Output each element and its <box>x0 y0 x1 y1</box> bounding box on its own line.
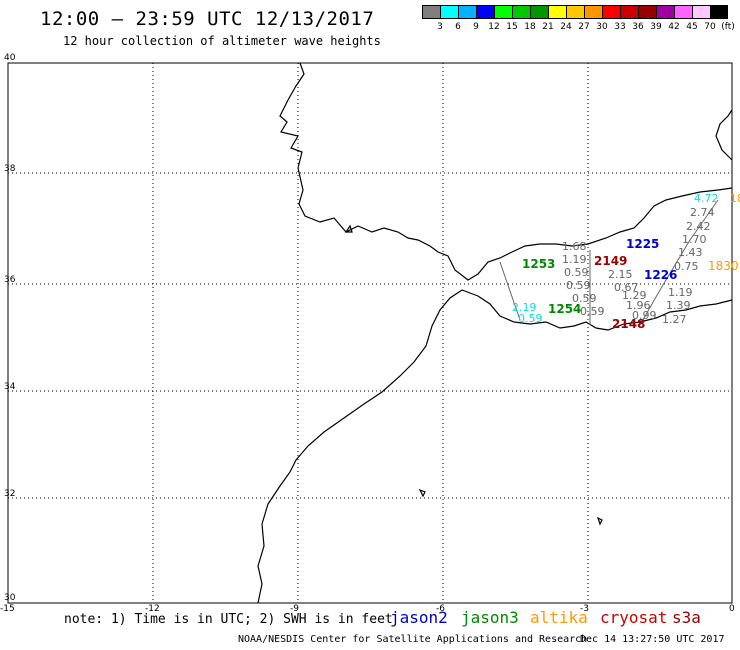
mission-s3a: s3a <box>672 608 701 627</box>
track-label: 1225 <box>626 237 659 251</box>
colorbar-label: 30 <box>596 22 608 32</box>
colorbar-swatch <box>440 5 458 19</box>
colorbar-label: 24 <box>560 22 572 32</box>
track-label: 2.19 <box>512 301 537 314</box>
mission-altika: altika <box>530 608 588 627</box>
track-label: 1.68 <box>562 240 587 253</box>
track-label: 0.59 <box>580 305 605 318</box>
colorbar-swatch <box>710 5 728 19</box>
track-label: 18 <box>730 192 740 205</box>
colorbar-label: 18 <box>524 22 536 32</box>
coastline <box>257 62 733 604</box>
lat-label-30: 30 <box>4 593 16 603</box>
track-label: 2.42 <box>686 220 711 233</box>
colorbar-label: (ft) <box>721 22 735 32</box>
colorbar-swatch <box>548 5 566 19</box>
track-label: 1.19 <box>668 286 693 299</box>
track-label: 2.74 <box>690 206 715 219</box>
colorbar-swatch <box>656 5 674 19</box>
map-subtitle: 12 hour collection of altimeter wave hei… <box>63 34 381 48</box>
colorbar-label: 42 <box>668 22 680 32</box>
lat-label-40: 40 <box>4 53 16 63</box>
track-label: 0.59 <box>564 266 589 279</box>
colorbar-swatch <box>476 5 494 19</box>
colorbar-swatch <box>620 5 638 19</box>
track-label: 1830 <box>708 259 739 273</box>
track-label: 1.96 <box>626 299 651 312</box>
track-label: 1.19 <box>562 253 587 266</box>
track-label: 1.27 <box>662 313 687 326</box>
colorbar-label: 33 <box>614 22 626 32</box>
lon-label-0: 0 <box>729 604 735 614</box>
colorbar-swatch <box>494 5 512 19</box>
track-label: 1.43 <box>678 246 703 259</box>
colorbar-label: 3 <box>437 22 443 32</box>
track-label: 4.72 <box>694 192 719 205</box>
colorbar-swatch <box>512 5 530 19</box>
colorbar-swatch <box>602 5 620 19</box>
generated-timestamp: Dec 14 13:27:50 UTC 2017 <box>580 634 725 645</box>
colorbar-label: 27 <box>578 22 590 32</box>
mission-jason3: jason3 <box>461 608 519 627</box>
colorbar-legend <box>422 5 728 19</box>
track-label: 2148 <box>612 317 645 331</box>
colorbar-swatch <box>692 5 710 19</box>
map-title: 12:00 – 23:59 UTC 12/13/2017 <box>40 8 375 30</box>
colorbar-swatch <box>566 5 584 19</box>
track-label: 2.15 <box>608 268 633 281</box>
track-label: 1.70 <box>682 233 707 246</box>
lat-label-34: 34 <box>4 382 16 392</box>
track-label: 1.39 <box>666 299 691 312</box>
track-labels: 4.72 18 2.74 2.42 1.70 1.43 0.75 1830 12… <box>512 192 740 331</box>
track-label: 1254 <box>548 302 581 316</box>
track-label: 0.59 <box>518 312 543 325</box>
track-label: 0.67 <box>614 281 639 294</box>
colorbar-swatch <box>422 5 440 19</box>
mission-jason2: jason2 <box>390 608 448 627</box>
colorbar-swatch <box>674 5 692 19</box>
credit-text: NOAA/NESDIS Center for Satellite Applica… <box>238 634 588 645</box>
lat-label-36: 36 <box>4 275 16 285</box>
colorbar-label: 70 <box>704 22 716 32</box>
lat-label-32: 32 <box>4 489 15 499</box>
colorbar-label: 45 <box>686 22 698 32</box>
lon-label-neg15: -15 <box>0 604 15 614</box>
track-label: 0.75 <box>674 260 699 273</box>
colorbar-swatch <box>584 5 602 19</box>
track-label: 0.59 <box>572 292 597 305</box>
lat-label-38: 38 <box>4 164 16 174</box>
map-gridlines <box>8 63 732 603</box>
colorbar-label: 15 <box>506 22 518 32</box>
lon-label-neg3: -3 <box>580 604 589 614</box>
map-frame <box>7 62 733 604</box>
colorbar-label: 36 <box>632 22 644 32</box>
colorbar-label: 39 <box>650 22 662 32</box>
colorbar-label: 12 <box>488 22 500 32</box>
colorbar-label: 6 <box>455 22 461 32</box>
colorbar-label: 21 <box>542 22 554 32</box>
altimeter-tracks <box>499 199 719 326</box>
colorbar-swatch <box>530 5 548 19</box>
colorbar-swatch <box>638 5 656 19</box>
track-label: 0.99 <box>632 309 657 322</box>
colorbar-swatch <box>458 5 476 19</box>
lon-label-neg9: -9 <box>290 604 299 614</box>
track-label: 2149 <box>594 254 627 268</box>
footer-note: note: 1) Time is in UTC; 2) SWH is in fe… <box>64 612 393 627</box>
track-label: 1.29 <box>622 289 647 302</box>
mission-cryosat: cryosat <box>600 608 668 627</box>
lon-label-neg12: -12 <box>145 604 160 614</box>
track-label: 0.59 <box>566 279 591 292</box>
track-label: 1226 <box>644 268 677 282</box>
colorbar-label: 9 <box>473 22 479 32</box>
lon-label-neg6: -6 <box>436 604 445 614</box>
track-label: 1253 <box>522 257 555 271</box>
